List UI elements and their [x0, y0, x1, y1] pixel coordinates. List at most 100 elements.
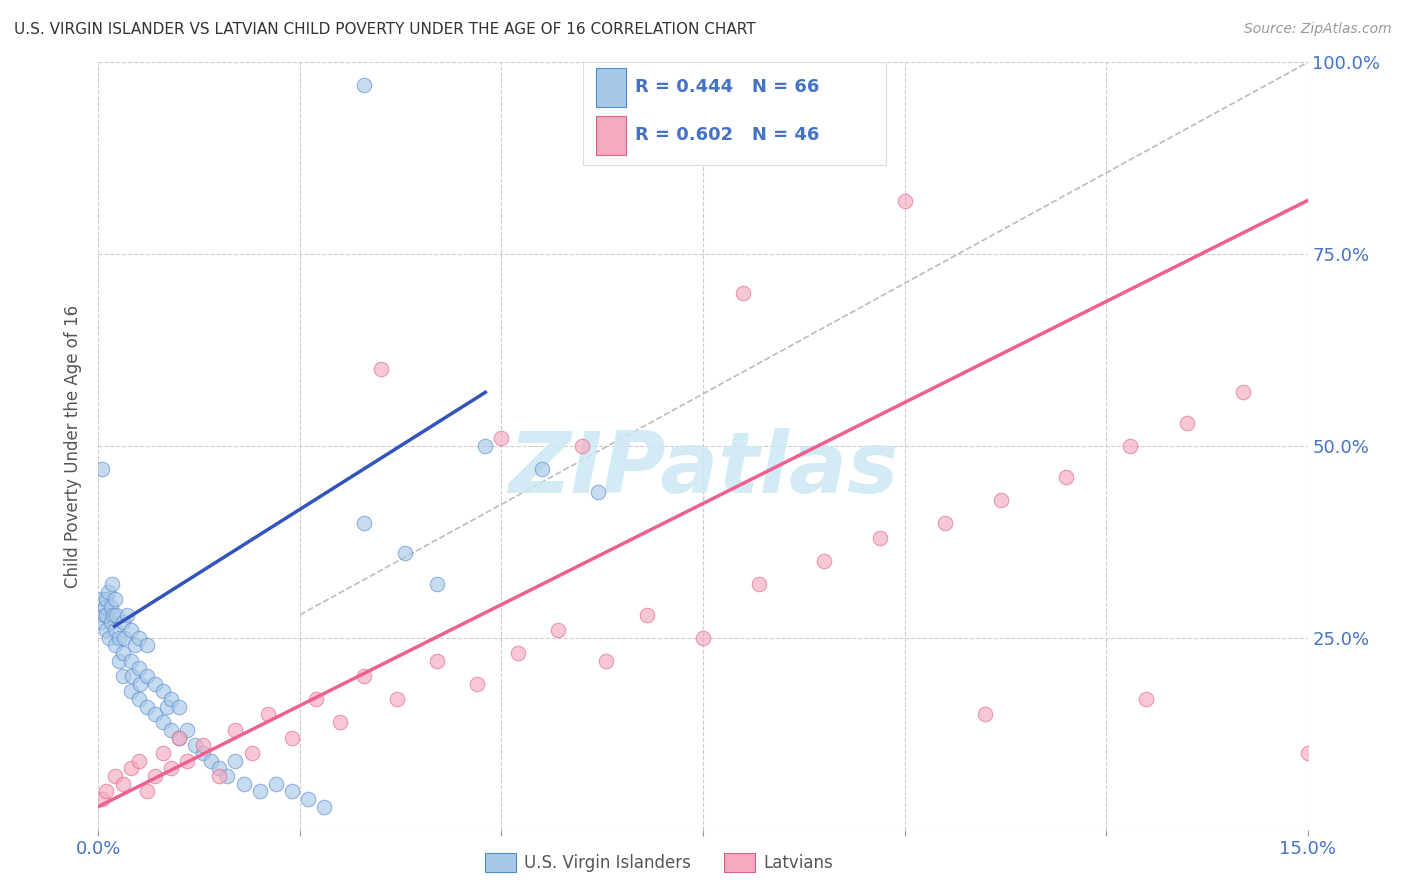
Point — [120, 623, 142, 637]
Point — [120, 654, 142, 668]
Point — [120, 761, 142, 775]
Point — [167, 731, 190, 745]
Point — [96, 592, 118, 607]
Point — [208, 769, 231, 783]
Point — [128, 631, 150, 645]
Point — [370, 362, 392, 376]
Point — [100, 600, 122, 615]
Point — [115, 607, 138, 622]
Point — [217, 769, 239, 783]
Point — [111, 646, 134, 660]
Text: Latvians: Latvians — [763, 854, 834, 871]
Point — [129, 677, 152, 691]
Point — [240, 746, 263, 760]
Point — [394, 546, 416, 560]
Point — [111, 615, 134, 630]
Point — [91, 592, 114, 607]
Point — [112, 631, 135, 645]
Point — [353, 78, 375, 93]
Point — [100, 615, 122, 630]
Point — [869, 531, 891, 545]
Point — [96, 623, 118, 637]
Bar — [596, 116, 626, 155]
Point — [160, 761, 183, 775]
Point — [595, 654, 617, 668]
Point — [636, 607, 658, 622]
Point — [135, 639, 157, 653]
Text: Source: ZipAtlas.com: Source: ZipAtlas.com — [1244, 22, 1392, 37]
Point — [135, 669, 157, 683]
Point — [107, 654, 129, 668]
Point — [124, 639, 146, 653]
Point — [101, 577, 124, 591]
Point — [329, 715, 352, 730]
Point — [813, 554, 835, 568]
Point — [176, 754, 198, 768]
Point — [281, 731, 304, 745]
Point — [385, 692, 408, 706]
Point — [571, 439, 593, 453]
Point — [135, 699, 157, 714]
Point — [156, 699, 179, 714]
Point — [353, 669, 375, 683]
Point — [224, 723, 246, 737]
Text: ZIPatlas: ZIPatlas — [508, 427, 898, 510]
Point — [297, 792, 319, 806]
Point — [143, 769, 166, 783]
Point — [692, 631, 714, 645]
Point — [90, 615, 112, 630]
Point — [353, 516, 375, 530]
Text: U.S. VIRGIN ISLANDER VS LATVIAN CHILD POVERTY UNDER THE AGE OF 16 CORRELATION CH: U.S. VIRGIN ISLANDER VS LATVIAN CHILD PO… — [14, 22, 755, 37]
Point — [111, 669, 134, 683]
Point — [974, 707, 997, 722]
Point — [474, 439, 496, 453]
Point — [1232, 385, 1254, 400]
Point — [990, 492, 1012, 507]
Point — [465, 677, 488, 691]
Point — [208, 761, 231, 775]
Point — [1135, 692, 1157, 706]
Point — [101, 607, 124, 622]
Point — [128, 661, 150, 675]
Point — [160, 692, 183, 706]
Point — [152, 715, 174, 730]
Point — [107, 631, 129, 645]
Point — [1119, 439, 1142, 453]
Point — [264, 776, 287, 790]
Point — [314, 799, 336, 814]
Point — [105, 607, 128, 622]
Point — [184, 738, 207, 752]
Point — [111, 776, 134, 790]
Point — [128, 754, 150, 768]
Point — [128, 692, 150, 706]
Point — [530, 462, 553, 476]
Point — [97, 631, 120, 645]
Point — [232, 776, 254, 790]
Point — [97, 584, 120, 599]
Point — [256, 707, 278, 722]
Point — [93, 607, 115, 622]
Point — [96, 784, 118, 798]
Bar — [596, 68, 626, 106]
Point — [281, 784, 304, 798]
Point — [200, 754, 222, 768]
Point — [143, 707, 166, 722]
Point — [160, 723, 183, 737]
Point — [103, 769, 125, 783]
Text: R = 0.602   N = 46: R = 0.602 N = 46 — [636, 127, 820, 145]
Point — [91, 792, 114, 806]
Point — [249, 784, 271, 798]
Point — [176, 723, 198, 737]
Point — [120, 684, 142, 698]
Point — [94, 600, 117, 615]
Point — [96, 607, 118, 622]
Text: U.S. Virgin Islanders: U.S. Virgin Islanders — [524, 854, 692, 871]
Point — [193, 746, 215, 760]
Point — [103, 623, 125, 637]
Point — [224, 754, 246, 768]
Point — [91, 462, 114, 476]
Point — [305, 692, 328, 706]
Point — [152, 684, 174, 698]
Point — [152, 746, 174, 760]
Point — [193, 738, 215, 752]
